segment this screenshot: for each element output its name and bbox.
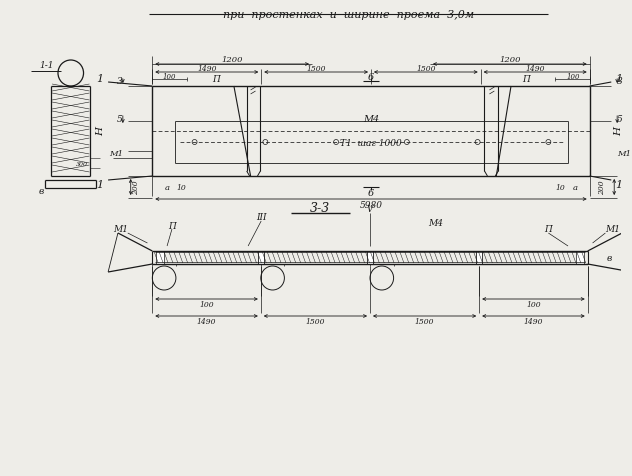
Text: 3: 3 [617,77,623,86]
Text: П: П [212,75,220,84]
Text: П: П [168,222,176,231]
Text: 100: 100 [199,300,214,308]
Bar [576,251,584,265]
Text: 5: 5 [617,114,623,123]
Text: 1500: 1500 [306,317,325,325]
Text: III: III [256,212,267,221]
Text: 100: 100 [162,73,176,81]
Text: Т1  шаг 1000: Т1 шаг 1000 [340,139,402,148]
Text: 100: 100 [526,300,541,308]
Text: 1500: 1500 [307,65,326,73]
Text: 1500: 1500 [416,65,435,73]
Bar [258,251,264,265]
Bar [477,251,482,265]
Text: 1: 1 [615,74,623,84]
Text: 6: 6 [368,188,374,197]
Text: 3-3: 3-3 [310,202,331,215]
Text: 1490: 1490 [197,65,217,73]
Text: 1: 1 [96,179,103,189]
Text: 5980: 5980 [360,201,382,210]
Text: М4: М4 [363,115,379,124]
Text: 1490: 1490 [525,65,545,73]
Bar [156,251,164,265]
Text: 200: 200 [599,180,607,195]
Text: а: а [573,184,578,192]
Text: М4: М4 [428,219,443,228]
Text: 100: 100 [566,73,580,81]
Text: П: П [522,75,530,84]
Text: 200: 200 [131,180,140,195]
Text: М1: М1 [605,225,620,234]
Text: 10: 10 [177,184,186,192]
Text: 1200: 1200 [499,56,521,64]
Bar [367,251,373,265]
Text: 1: 1 [96,74,103,84]
Text: 10: 10 [556,184,565,192]
Text: М1: М1 [617,149,631,158]
Text: М1: М1 [113,225,128,234]
Text: 1200: 1200 [221,56,243,64]
Text: 3: 3 [117,77,123,86]
Text: а: а [164,184,169,192]
Text: 1: 1 [615,179,623,189]
Text: М1: М1 [109,149,123,158]
Text: V: V [367,205,374,214]
Text: 1490: 1490 [197,317,216,325]
Text: 1490: 1490 [524,317,543,325]
Text: Н: Н [615,127,624,136]
Text: в: в [39,186,44,195]
Text: в: в [607,253,612,262]
Text: 6: 6 [368,72,374,81]
Text: Н: Н [95,127,105,136]
Text: 1-1: 1-1 [39,60,54,69]
Text: 300: 300 [76,162,88,167]
Text: при  простенках  и  ширине  проема  3,0м: при простенках и ширине проема 3,0м [223,10,475,20]
Text: П: П [544,225,552,234]
Text: 5: 5 [117,114,123,123]
Text: 1500: 1500 [415,317,434,325]
